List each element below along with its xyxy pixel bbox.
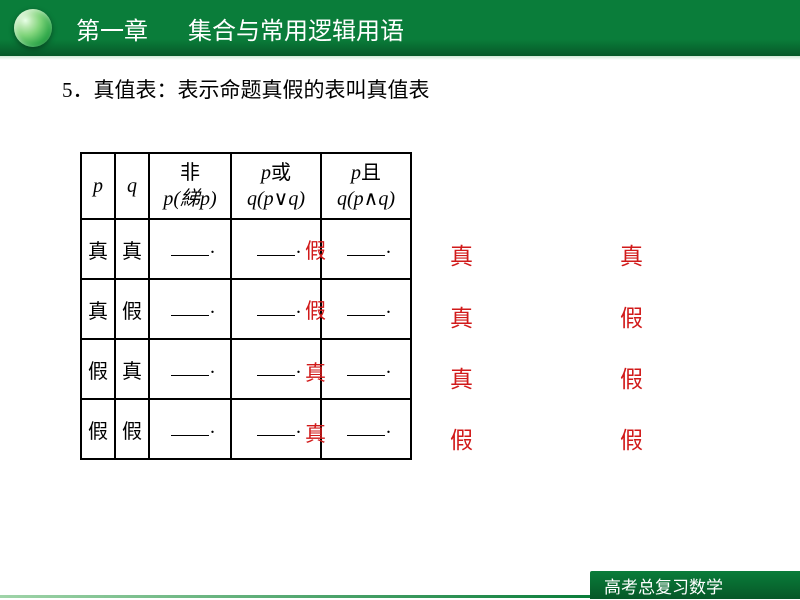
- cell-p: 真: [81, 219, 115, 279]
- orb-icon: [14, 9, 52, 47]
- cell-neg-blank: [149, 399, 231, 459]
- answer-or-3: 假: [450, 421, 473, 455]
- footer-bar: 高考总复习数学: [590, 571, 800, 599]
- table-header-row: p q 非 p(綈p) p或 q(p∨q) p且 q(p∧q): [81, 153, 411, 219]
- cell-neg-blank: [149, 339, 231, 399]
- cell-and-blank: [321, 339, 411, 399]
- cell-neg-blank: [149, 219, 231, 279]
- th-negation: 非 p(綈p): [149, 153, 231, 219]
- answer-and-2: 假: [620, 360, 643, 394]
- cell-q: 真: [115, 219, 149, 279]
- answer-or-0: 真: [450, 237, 473, 271]
- chapter-label: 第一章: [76, 11, 148, 46]
- cell-p: 真: [81, 279, 115, 339]
- content-area: p q 非 p(綈p) p或 q(p∨q) p且 q(p∧q) 真 真 真 假: [80, 152, 720, 460]
- cell-q: 假: [115, 399, 149, 459]
- answer-and-1: 假: [620, 299, 643, 333]
- cell-and-blank: [321, 399, 411, 459]
- truth-table: p q 非 p(綈p) p或 q(p∨q) p且 q(p∧q) 真 真 真 假: [80, 152, 412, 460]
- answer-neg-0: 假: [305, 235, 326, 265]
- table-row: 假 假: [81, 399, 411, 459]
- footer: 高考总复习数学: [0, 570, 800, 600]
- chapter-area: 第一章 集合与常用逻辑用语: [76, 11, 404, 46]
- th-and: p且 q(p∧q): [321, 153, 411, 219]
- answer-or-1: 真: [450, 299, 473, 333]
- answer-and-3: 假: [620, 421, 643, 455]
- table-row: 真 真: [81, 219, 411, 279]
- footer-line: [0, 595, 590, 598]
- table-row: 真 假: [81, 279, 411, 339]
- chapter-title: 集合与常用逻辑用语: [188, 11, 404, 46]
- cell-neg-blank: [149, 279, 231, 339]
- answer-or-2: 真: [450, 360, 473, 394]
- th-q: q: [115, 153, 149, 219]
- footer-text: 高考总复习数学: [604, 573, 723, 598]
- cell-and-blank: [321, 279, 411, 339]
- answer-neg-2: 真: [305, 357, 326, 387]
- cell-q: 真: [115, 339, 149, 399]
- chapter-header: 第一章 集合与常用逻辑用语: [0, 0, 800, 56]
- th-or: p或 q(p∨q): [231, 153, 321, 219]
- answer-neg-3: 真: [305, 418, 326, 448]
- cell-q: 假: [115, 279, 149, 339]
- cell-p: 假: [81, 339, 115, 399]
- th-p: p: [81, 153, 115, 219]
- answer-and-0: 真: [620, 237, 643, 271]
- cell-p: 假: [81, 399, 115, 459]
- section-title: 5．真值表：表示命题真假的表叫真值表: [62, 74, 800, 104]
- answer-neg-1: 假: [305, 295, 326, 325]
- table-row: 假 真: [81, 339, 411, 399]
- cell-and-blank: [321, 219, 411, 279]
